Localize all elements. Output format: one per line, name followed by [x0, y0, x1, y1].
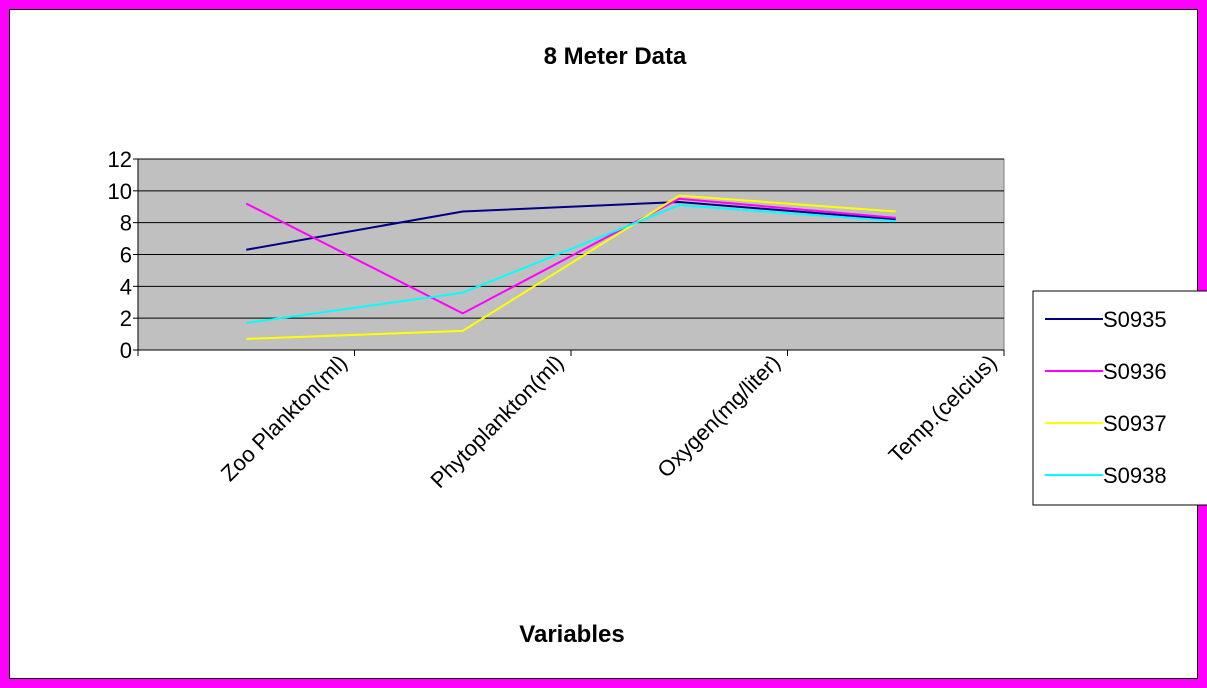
category-labels: Zoo Plankton(ml) Phytoplankton(ml) Oxygen(…: [216, 350, 1002, 493]
x-category-label: Temp.(celcius): [884, 350, 1002, 468]
legend-box: [1032, 290, 1207, 506]
series-lines: [245, 194, 896, 340]
series-line-s0937: [246, 194, 896, 340]
y-tick-label: 2: [120, 306, 132, 331]
series-line-s0936: [245, 197, 896, 315]
y-tick-label: 10: [108, 179, 132, 204]
y-tick-label: 12: [108, 147, 132, 172]
y-tick-label: 6: [120, 243, 132, 268]
legend-label: S0936: [1103, 359, 1167, 384]
series-line-s0938: [246, 204, 896, 324]
x-category-label: Phytoplankton(ml): [425, 350, 568, 493]
x-axis-title: Variables: [519, 621, 624, 648]
legend-label: S0937: [1103, 411, 1167, 436]
legend-label: S0935: [1103, 307, 1167, 332]
series-line-s0935: [246, 200, 896, 251]
y-tick-label: 0: [120, 338, 132, 363]
x-category-label: Zoo Plankton(ml): [216, 350, 352, 486]
x-axis: [133, 159, 1005, 356]
x-category-label: Oxygen(mg/liter): [652, 350, 785, 483]
chart-title: 8 Meter Data: [544, 43, 687, 70]
y-axis-ticks: 0 2 4 6 8 10 12: [108, 147, 138, 363]
y-tick-label: 4: [120, 274, 132, 299]
y-tick-label: 8: [120, 211, 132, 236]
legend-label: S0938: [1103, 463, 1167, 488]
legend: S0935 S0936 S0937 S0938: [1032, 290, 1207, 506]
